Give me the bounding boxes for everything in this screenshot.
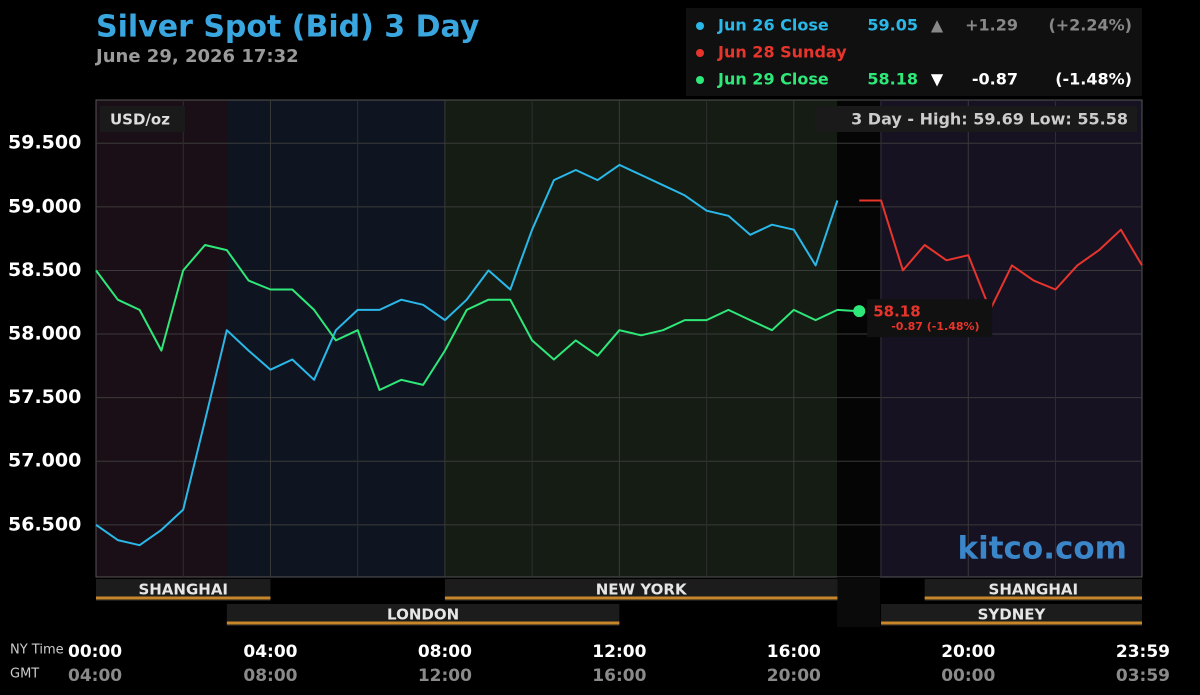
session-label: SYDNEY [978,606,1047,624]
shade [96,100,227,577]
session-band [881,604,1142,626]
session-band [444,579,838,601]
series-line [95,163,839,547]
legend-dot [696,22,704,30]
gap [837,577,880,627]
x-gmt-label: 08:00 [243,666,297,686]
y-tick-label: 57.500 [8,386,81,408]
legend-change-pct: (-1.48%) [1055,70,1132,89]
shade [445,100,837,577]
x-tick-label: 20:00 [941,642,995,662]
session-label: SHANGHAI [138,581,228,599]
x-gmt-label: 12:00 [418,666,472,686]
y-tick-label: 59.500 [8,132,81,154]
x-tick-label: 12:00 [592,642,646,662]
end-label-box [867,299,993,338]
legend-change: -0.87 [972,70,1018,89]
y-tick-label: 58.500 [8,259,81,281]
session-label: SHANGHAI [989,581,1079,599]
shade [837,100,880,577]
x-gmt-label: 20:00 [767,666,821,686]
legend-name: Jun 29 Close [717,70,829,89]
legend-arrow: ▲ [931,16,944,35]
x-gmt-label: 03:59 [1116,666,1170,686]
chart-subtitle: June 29, 2026 17:32 [94,46,299,67]
x-tick-label: 04:00 [243,642,297,662]
session-band [924,579,1142,601]
legend-arrow: ▼ [931,70,944,89]
series-line [95,244,860,391]
range-label: 3 Day - High: 59.69 Low: 55.58 [851,110,1128,129]
y-tick-label: 56.500 [8,513,81,535]
session-label: NEW YORK [596,581,688,599]
y-tick-label: 58.000 [8,323,81,345]
legend-change: +1.29 [965,16,1018,35]
x-tick-label: 16:00 [767,642,821,662]
chart-title: Silver Spot (Bid) 3 Day [96,10,480,45]
y-tick-label: 57.000 [8,450,81,472]
legend-dot [696,76,704,84]
legend-close: 58.18 [867,70,918,89]
unit-label: USD/oz [110,111,170,129]
legend-close: 59.05 [867,16,918,35]
shade [227,100,445,577]
x-row-label: GMT [10,667,39,682]
x-row-label: NY Time [10,643,64,658]
legend-change-pct: (+2.24%) [1048,16,1132,35]
legend-name: Jun 28 Sunday [717,43,847,62]
shade [880,100,1142,577]
legend-name: Jun 26 Close [717,16,829,35]
x-gmt-label: 16:00 [592,666,646,686]
legend-dot [696,49,704,57]
end-change-label: -0.87 (-1.48%) [891,320,979,333]
x-tick-label: 00:00 [68,642,122,662]
session-label: LONDON [387,606,459,624]
x-gmt-label: 00:00 [941,666,995,686]
end-value-label: 58.18 [873,303,920,321]
range-box [815,106,1137,132]
end-marker [853,305,866,318]
y-tick-label: 59.000 [8,195,81,217]
series-line [859,199,1143,311]
x-gmt-label: 04:00 [68,666,122,686]
session-band [96,579,271,601]
x-tick-label: 23:59 [1116,642,1170,662]
x-tick-label: 08:00 [418,642,472,662]
session-band [226,604,620,626]
legend-box [686,8,1142,96]
watermark: kitco.com [958,531,1128,567]
unit-box [100,106,185,132]
